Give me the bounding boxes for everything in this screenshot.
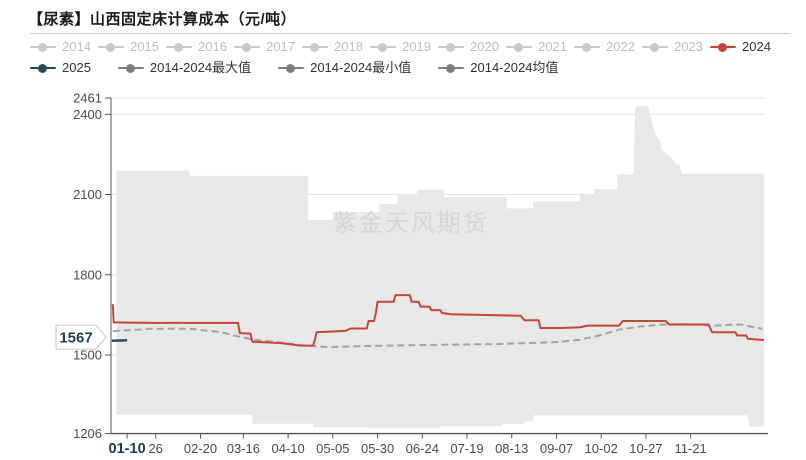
legend-item-2014[interactable]: 2014	[30, 40, 98, 54]
x-tick-label: 01-10	[109, 441, 146, 457]
y-tick-label: 2461	[73, 91, 102, 106]
legend-line-dot-icon	[30, 42, 56, 52]
legend-item-2014-2024-[interactable]: 2014-2024均值	[438, 61, 558, 75]
min-max-band	[116, 106, 764, 429]
legend-label: 2023	[674, 39, 703, 54]
current-value-callout	[55, 324, 107, 350]
legend-item-2014-2024-[interactable]: 2014-2024最小值	[278, 61, 411, 75]
legend-label: 2017	[266, 39, 295, 54]
legend-label: 2014	[62, 39, 91, 54]
legend-label: 2020	[470, 39, 499, 54]
page-title: 【尿素】山西固定床计算成本（元/吨）	[28, 11, 297, 28]
legend-label: 2014-2024最大值	[149, 60, 252, 75]
series-line-2025	[111, 339, 128, 343]
legend-item-2020[interactable]: 2020	[438, 40, 506, 54]
series-line-2024	[111, 294, 765, 347]
x-tick-label: 09-07	[540, 441, 573, 456]
legend-label: 2024	[742, 39, 771, 54]
legend-label: 2015	[130, 39, 159, 54]
x-tick-label: 08-13	[495, 441, 528, 456]
legend-item-2014-2024-[interactable]: 2014-2024最大值	[117, 60, 252, 75]
x-tick-label: 10-02	[585, 441, 618, 456]
legend-item-2024[interactable]: 2024	[710, 40, 778, 54]
y-tick-label: 2100	[73, 187, 102, 202]
x-tick-label: 02-20	[184, 441, 217, 456]
legend-item-2017[interactable]: 2017	[234, 40, 302, 54]
legend-line-dot-icon	[438, 63, 465, 73]
legend-label: 2019	[402, 39, 431, 54]
legend-line-dot-icon	[370, 42, 396, 52]
y-tick-label: 1500	[73, 348, 102, 363]
legend-label: 2018	[334, 39, 363, 54]
x-tick-label: 06-24	[406, 441, 439, 456]
title-divider	[30, 33, 790, 34]
legend-item-2023[interactable]: 2023	[642, 40, 710, 54]
legend-line-dot-icon	[302, 42, 328, 52]
legend-row-2: 2025 2014-2024最大值 2014-2024最小值 2014-2024均值	[30, 61, 796, 75]
y-tick-label: 2400	[73, 107, 102, 122]
legend-item-2021[interactable]: 2021	[506, 40, 574, 54]
x-tick-label: 26	[148, 441, 162, 456]
legend-item-2019[interactable]: 2019	[370, 40, 438, 54]
x-tick-label: 07-19	[450, 441, 483, 456]
legend-line-dot-icon	[278, 63, 305, 73]
legend-label: 2016	[198, 39, 227, 54]
legend-item-2016[interactable]: 2016	[166, 40, 234, 54]
legend-line-dot-icon	[166, 42, 192, 52]
x-tick-label: 10-27	[629, 441, 662, 456]
legend-line-dot-icon	[98, 42, 124, 52]
legend-item-2025[interactable]: 2025	[30, 61, 91, 75]
legend-line-dot-icon	[574, 42, 600, 52]
legend-line-dot-icon	[642, 42, 668, 52]
legend-line-dot-icon	[30, 63, 56, 73]
x-tick-label: 05-05	[316, 441, 349, 456]
legend-label: 2021	[538, 39, 567, 54]
legend-label: 2014-2024均值	[470, 60, 559, 75]
legend-label: 2022	[606, 39, 635, 54]
legend-item-2022[interactable]: 2022	[574, 40, 642, 54]
legend-line-dot-icon	[506, 42, 532, 52]
legend-item-2015[interactable]: 2015	[98, 40, 166, 54]
legend-label: 2025	[62, 60, 91, 75]
current-value-label: 1567	[59, 330, 92, 347]
watermark: 紫金天风期货	[333, 210, 489, 237]
legend-label: 2014-2024最小值	[310, 60, 412, 75]
y-tick-label: 1206	[73, 426, 102, 441]
legend-row-1: 2014 2015 2016 2017 2018 2019 2020 2021 2022 2023…	[30, 40, 796, 54]
x-tick-label: 03-16	[227, 441, 260, 456]
legend-line-dot-icon	[234, 42, 260, 52]
legend-line-dot-icon	[710, 42, 736, 52]
legend-item-2018[interactable]: 2018	[302, 40, 370, 54]
x-tick-label: 11-21	[674, 441, 706, 456]
legend-line-dot-icon	[438, 42, 464, 52]
x-tick-label: 05-30	[361, 441, 394, 456]
x-tick-label: 04-10	[271, 441, 304, 456]
legend-line-dot-icon	[117, 63, 144, 73]
y-tick-label: 1800	[73, 267, 102, 282]
